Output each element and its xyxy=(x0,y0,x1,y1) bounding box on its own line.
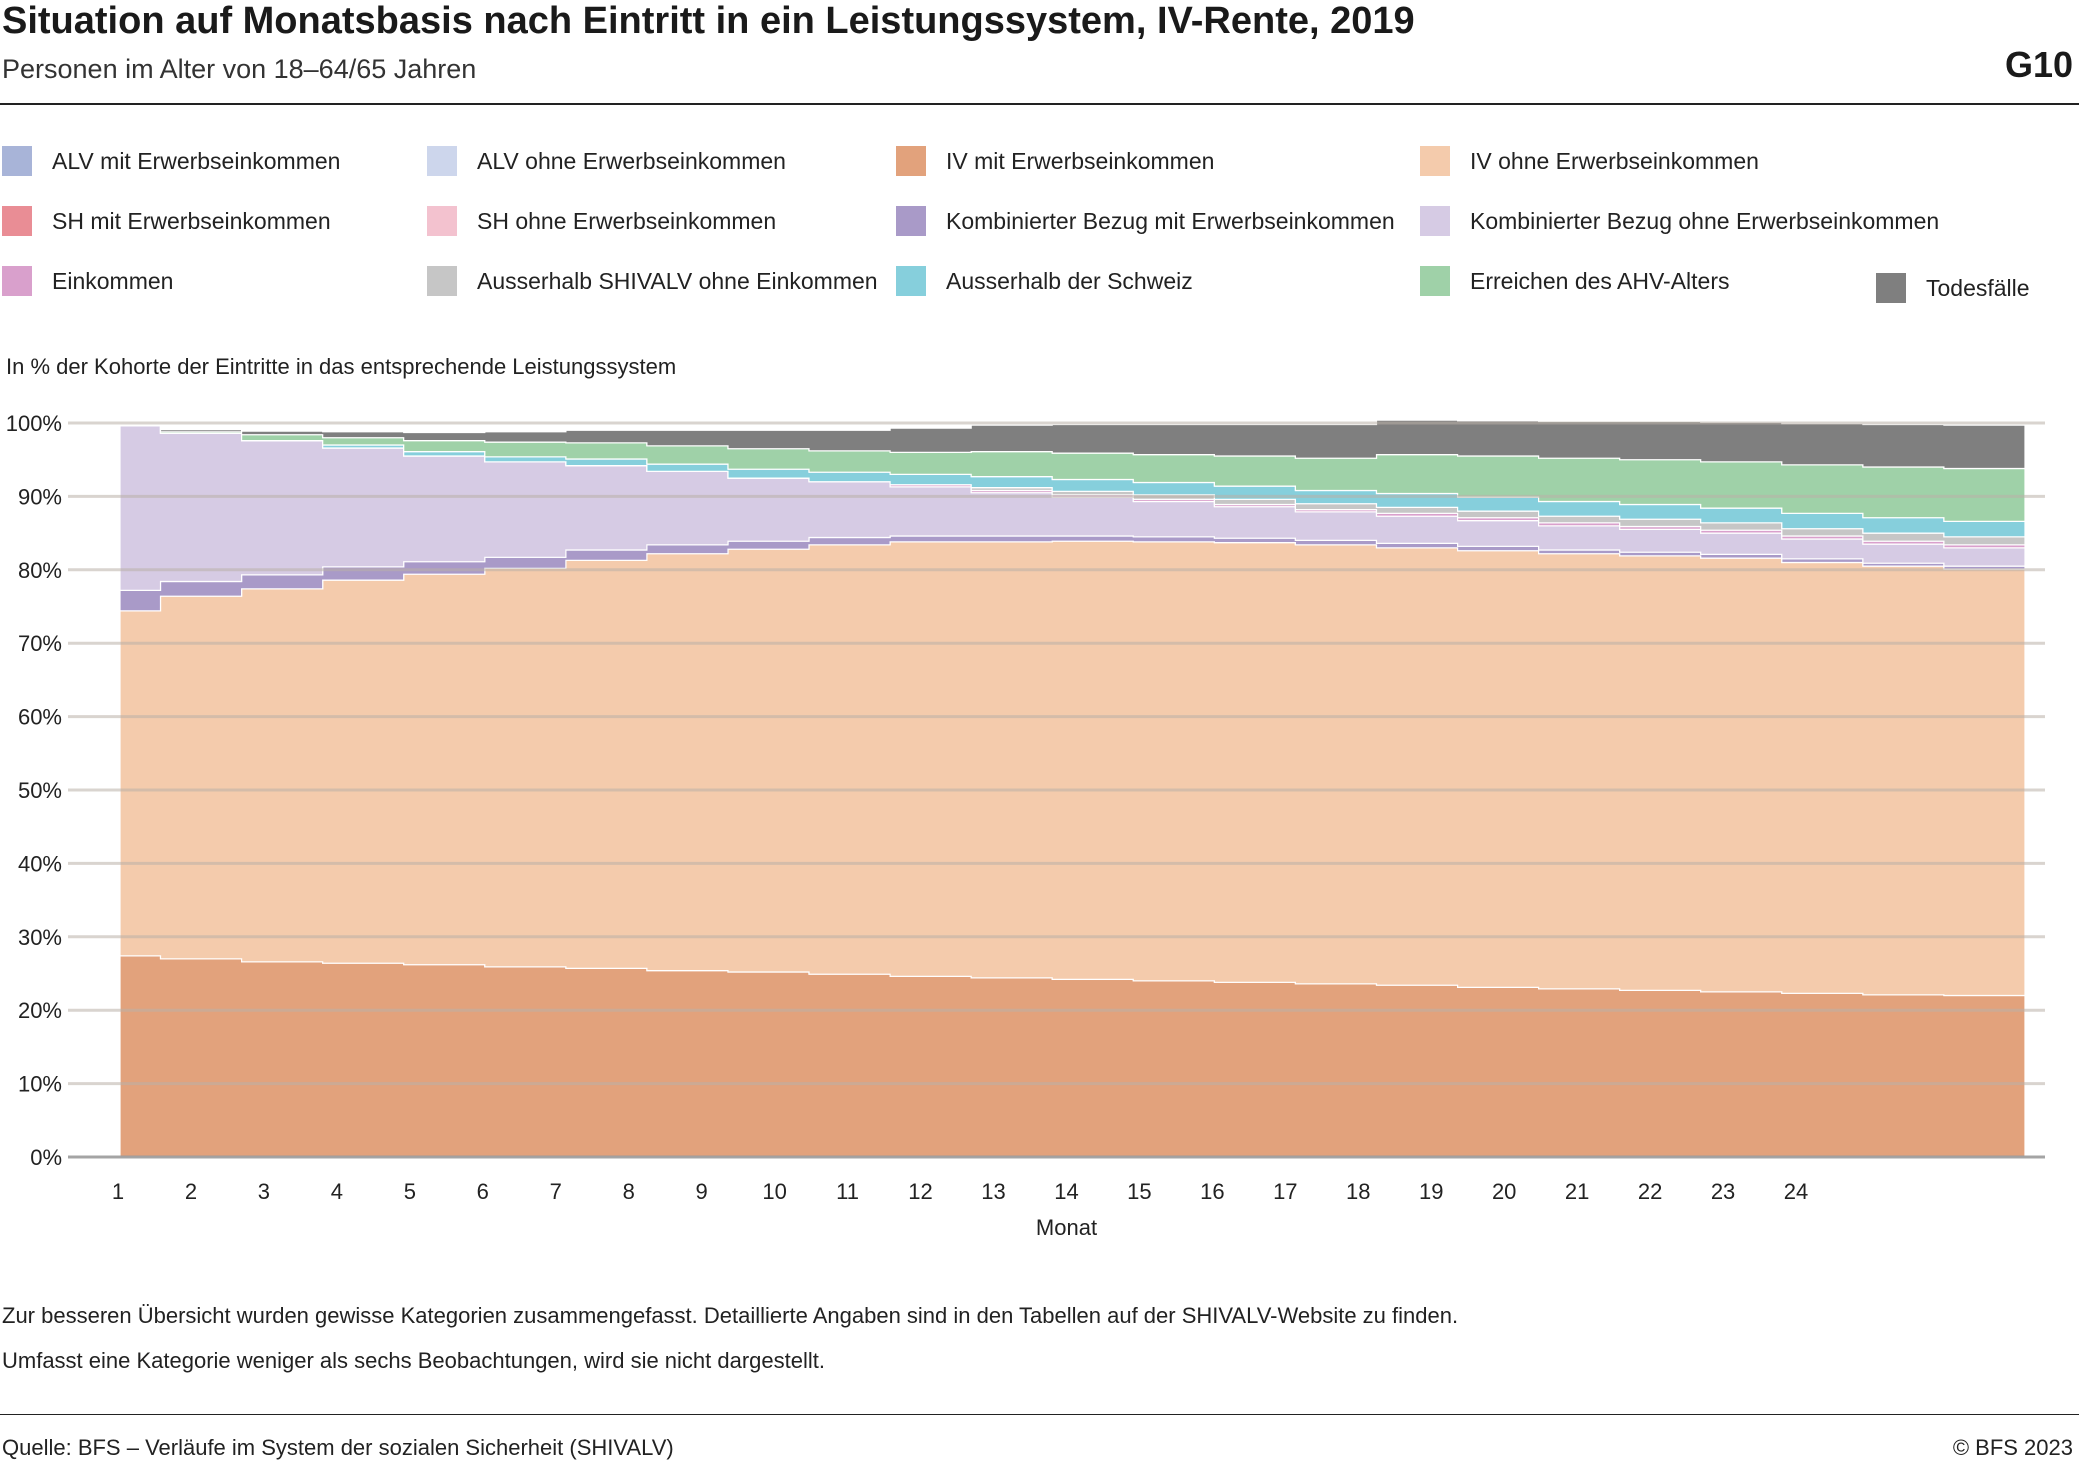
legend-swatch xyxy=(427,206,457,236)
x-tick-label: 24 xyxy=(1784,1179,1808,1204)
area-todesfälle xyxy=(120,419,2026,470)
chart-code: G10 xyxy=(2004,44,2073,85)
x-axis-title: Monat xyxy=(1036,1215,1097,1240)
x-tick-label: 17 xyxy=(1273,1179,1297,1204)
chart-subtitle: Personen im Alter von 18–64/65 Jahren xyxy=(2,54,477,84)
y-tick-label: 30% xyxy=(18,925,62,950)
x-tick-label: 23 xyxy=(1711,1179,1735,1204)
footnote-2: Umfasst eine Kategorie weniger als sechs… xyxy=(2,1348,826,1373)
y-tick-label: 10% xyxy=(18,1072,62,1097)
x-tick-label: 13 xyxy=(981,1179,1005,1204)
legend-label: Einkommen xyxy=(52,267,174,294)
legend-swatch xyxy=(1420,206,1450,236)
x-tick-label: 2 xyxy=(185,1179,197,1204)
legend-item-ausserhalb-shivalv: Ausserhalb SHIVALV ohne Einkommen xyxy=(427,266,878,296)
legend-item-kombi-ohne: Kombinierter Bezug ohne Erwerbseinkommen xyxy=(1420,206,1939,236)
legend-item-alv-ohne: ALV ohne Erwerbseinkommen xyxy=(427,146,786,176)
footer-rule xyxy=(0,1414,2079,1415)
legend: ALV mit Erwerbseinkommen ALV ohne Erwerb… xyxy=(0,140,2079,310)
legend-label: SH mit Erwerbseinkommen xyxy=(52,207,331,234)
source-note: Quelle: BFS – Verläufe im System der soz… xyxy=(2,1435,674,1460)
x-tick-label: 21 xyxy=(1565,1179,1589,1204)
x-tick-label: 18 xyxy=(1346,1179,1370,1204)
footnote-1: Zur besseren Übersicht wurden gewisse Ka… xyxy=(2,1303,1459,1328)
x-tick-label: 4 xyxy=(331,1179,343,1204)
legend-item-ahv-alter: Erreichen des AHV-Alters xyxy=(1420,266,1730,296)
y-tick-label: 20% xyxy=(18,998,62,1023)
legend-item-kombi-mit: Kombinierter Bezug mit Erwerbseinkommen xyxy=(896,206,1395,236)
legend-swatch xyxy=(896,146,926,176)
legend-item-iv-mit: IV mit Erwerbseinkommen xyxy=(896,146,1214,176)
stacked-area-chart: 0%10%20%30%40%50%60%70%80%90%100%1 2 3 4 5 6 7… xyxy=(6,411,2045,1240)
legend-item-alv-mit: ALV mit Erwerbseinkommen xyxy=(2,146,340,176)
legend-swatch xyxy=(2,146,32,176)
legend-item-sh-ohne: SH ohne Erwerbseinkommen xyxy=(427,206,776,236)
header-rule xyxy=(0,103,2079,105)
y-axis-unit-label: In % der Kohorte der Eintritte in das en… xyxy=(6,354,677,379)
x-tick-label: 10 xyxy=(762,1179,786,1204)
legend-item-einkommen: Einkommen xyxy=(2,266,173,296)
x-tick-label: 11 xyxy=(836,1179,859,1204)
x-tick-label: 6 xyxy=(477,1179,489,1204)
legend-label: ALV mit Erwerbseinkommen xyxy=(52,147,341,174)
legend-label: Ausserhalb der Schweiz xyxy=(946,267,1193,294)
x-tick-label: 8 xyxy=(623,1179,635,1204)
legend-label: ALV ohne Erwerbseinkommen xyxy=(477,147,786,174)
legend-swatch xyxy=(896,266,926,296)
x-tick-label: 14 xyxy=(1054,1179,1078,1204)
y-tick-label: 60% xyxy=(18,705,62,730)
legend-item-iv-ohne: IV ohne Erwerbseinkommen xyxy=(1420,146,1759,176)
x-tick-label: 1 xyxy=(112,1179,124,1204)
x-tick-label: 15 xyxy=(1127,1179,1151,1204)
legend-item-sh-mit: SH mit Erwerbseinkommen xyxy=(2,206,331,236)
legend-label: Erreichen des AHV-Alters xyxy=(1470,267,1730,294)
y-tick-label: 90% xyxy=(18,484,62,509)
x-tick-label: 5 xyxy=(404,1179,416,1204)
legend-label: Ausserhalb SHIVALV ohne Einkommen xyxy=(477,267,878,294)
chart-title: Situation auf Monatsbasis nach Eintritt … xyxy=(2,0,1415,42)
y-tick-label: 80% xyxy=(18,558,62,583)
x-tick-label: 19 xyxy=(1419,1179,1443,1204)
copyright: © BFS 2023 xyxy=(1952,1435,2073,1460)
y-tick-label: 100% xyxy=(6,411,62,436)
legend-item-todesfaelle: Todesfälle xyxy=(1876,273,2030,303)
x-tick-label: 3 xyxy=(258,1179,270,1204)
legend-swatch xyxy=(2,266,32,296)
legend-swatch xyxy=(896,206,926,236)
x-tick-label: 16 xyxy=(1200,1179,1224,1204)
legend-swatch xyxy=(427,266,457,296)
y-tick-label: 0% xyxy=(30,1145,62,1170)
legend-label: Todesfälle xyxy=(1926,274,2030,301)
x-tick-label: 20 xyxy=(1492,1179,1516,1204)
legend-swatch xyxy=(1420,146,1450,176)
legend-label: SH ohne Erwerbseinkommen xyxy=(477,207,777,234)
legend-label: IV mit Erwerbseinkommen xyxy=(946,147,1215,174)
legend-swatch xyxy=(1420,266,1450,296)
y-tick-label: 70% xyxy=(18,631,62,656)
legend-item-ausserhalb-schweiz: Ausserhalb der Schweiz xyxy=(896,266,1193,296)
legend-swatch xyxy=(427,146,457,176)
area-iv-ohne-erwerbseinkommen xyxy=(119,540,2026,997)
legend-swatch xyxy=(1876,273,1906,303)
legend-label: Kombinierter Bezug mit Erwerbseinkommen xyxy=(946,207,1395,234)
y-tick-label: 40% xyxy=(18,851,62,876)
x-tick-label: 22 xyxy=(1638,1179,1662,1204)
y-tick-label: 50% xyxy=(18,778,62,803)
x-tick-label: 12 xyxy=(908,1179,932,1204)
legend-label: Kombinierter Bezug ohne Erwerbseinkommen xyxy=(1470,207,1940,234)
x-tick-label: 7 xyxy=(550,1179,562,1204)
x-tick-label: 9 xyxy=(696,1179,708,1204)
legend-label: IV ohne Erwerbseinkommen xyxy=(1470,147,1759,174)
legend-swatch xyxy=(2,206,32,236)
